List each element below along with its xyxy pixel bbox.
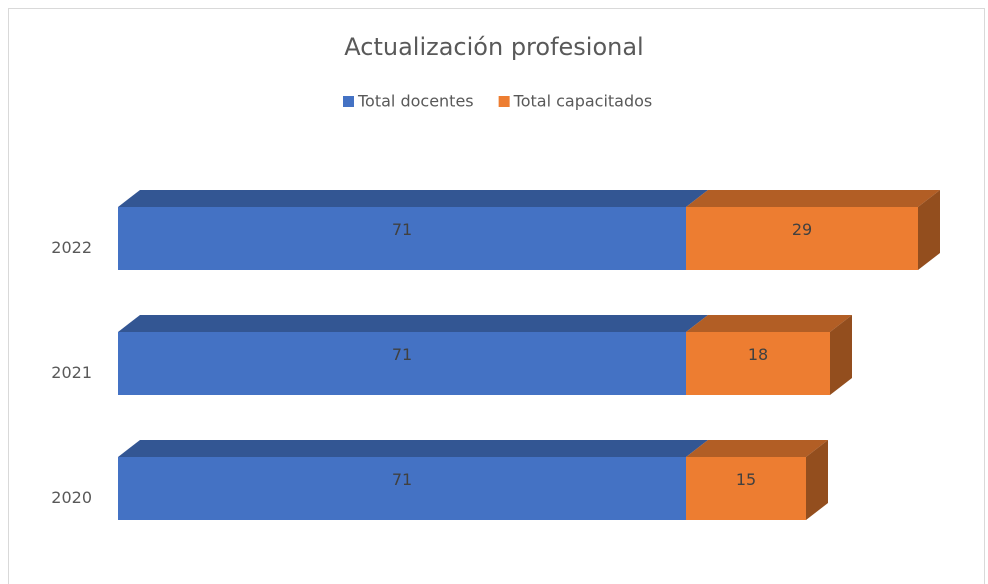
legend-swatch bbox=[343, 96, 354, 107]
y-tick-label: 2021 bbox=[51, 363, 92, 382]
bar bbox=[118, 207, 686, 270]
bar bbox=[118, 332, 686, 395]
bar bbox=[686, 332, 830, 395]
bar-top-face bbox=[686, 315, 852, 332]
data-label: 15 bbox=[736, 470, 756, 489]
legend: Total docentes Total capacitados bbox=[343, 92, 652, 111]
bar bbox=[118, 457, 686, 520]
data-label: 29 bbox=[792, 220, 812, 239]
bar bbox=[686, 457, 806, 520]
bar-top-face bbox=[686, 190, 940, 207]
bar-top-face bbox=[118, 315, 708, 332]
legend-label: Total docentes bbox=[357, 92, 474, 111]
data-label: 71 bbox=[392, 220, 412, 239]
y-tick-label: 2022 bbox=[51, 238, 92, 257]
data-label: 71 bbox=[392, 470, 412, 489]
legend-swatch bbox=[498, 96, 510, 107]
bar-top-face bbox=[686, 440, 828, 457]
data-label: 71 bbox=[392, 345, 412, 364]
bar-top-face bbox=[118, 190, 708, 207]
bar-side-face bbox=[830, 315, 852, 395]
bar-top-face bbox=[118, 440, 708, 457]
y-tick-label: 2020 bbox=[51, 488, 92, 507]
chart-title: Actualización profesional bbox=[344, 33, 643, 61]
data-label: 18 bbox=[748, 345, 768, 364]
legend-label: Total capacitados bbox=[513, 92, 653, 111]
bar-side-face bbox=[918, 190, 940, 270]
bar bbox=[686, 207, 918, 270]
bar-side-face bbox=[806, 440, 828, 520]
